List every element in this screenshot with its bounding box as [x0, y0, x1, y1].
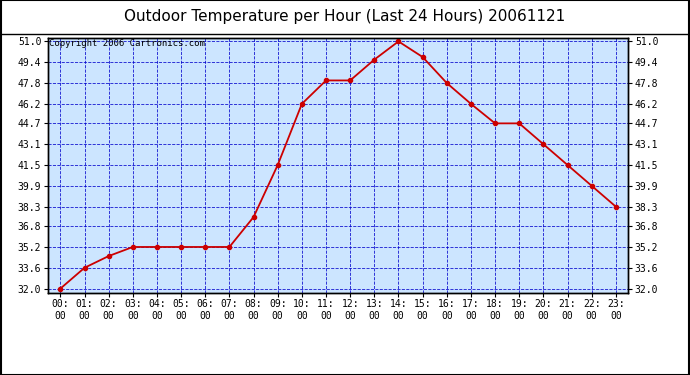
- Text: Outdoor Temperature per Hour (Last 24 Hours) 20061121: Outdoor Temperature per Hour (Last 24 Ho…: [124, 9, 566, 24]
- Text: Copyright 2006 Cartronics.com: Copyright 2006 Cartronics.com: [50, 39, 206, 48]
